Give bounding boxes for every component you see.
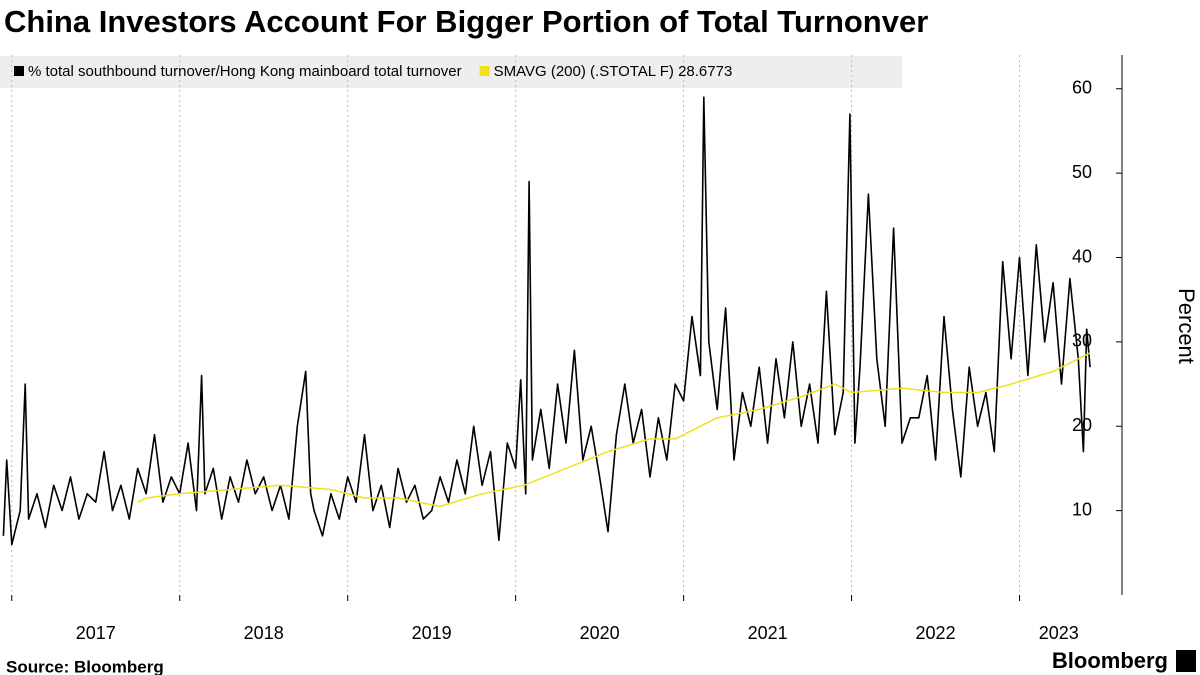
x-tick-label: 2018 bbox=[244, 623, 284, 643]
brand: Bloomberg bbox=[1052, 648, 1168, 673]
line-series bbox=[137, 352, 1091, 508]
y-tick-label: 10 bbox=[1072, 499, 1092, 519]
legend-swatch bbox=[479, 66, 490, 76]
line-series bbox=[2, 96, 1091, 546]
legend-label: SMAVG (200) (.STOTAL F) 28.6773 bbox=[494, 63, 733, 80]
legend-box bbox=[0, 56, 902, 88]
y-axis-label: Percent bbox=[1174, 288, 1199, 364]
chart-title: China Investors Account For Bigger Porti… bbox=[4, 4, 928, 39]
x-tick-label: 2017 bbox=[76, 623, 116, 643]
brand-icon bbox=[1176, 650, 1196, 672]
y-tick-label: 50 bbox=[1072, 162, 1092, 182]
y-tick-label: 60 bbox=[1072, 78, 1092, 98]
x-tick-label: 2021 bbox=[748, 623, 788, 643]
x-tick-label: 2023 bbox=[1039, 623, 1079, 643]
x-tick-label: 2022 bbox=[916, 623, 956, 643]
y-tick-label: 40 bbox=[1072, 246, 1092, 266]
x-tick-label: 2019 bbox=[412, 623, 452, 643]
legend-label: % total southbound turnover/Hong Kong ma… bbox=[28, 63, 462, 80]
legend-swatch bbox=[14, 66, 24, 76]
source: Source: Bloomberg bbox=[6, 657, 164, 675]
x-tick-label: 2020 bbox=[580, 623, 620, 643]
